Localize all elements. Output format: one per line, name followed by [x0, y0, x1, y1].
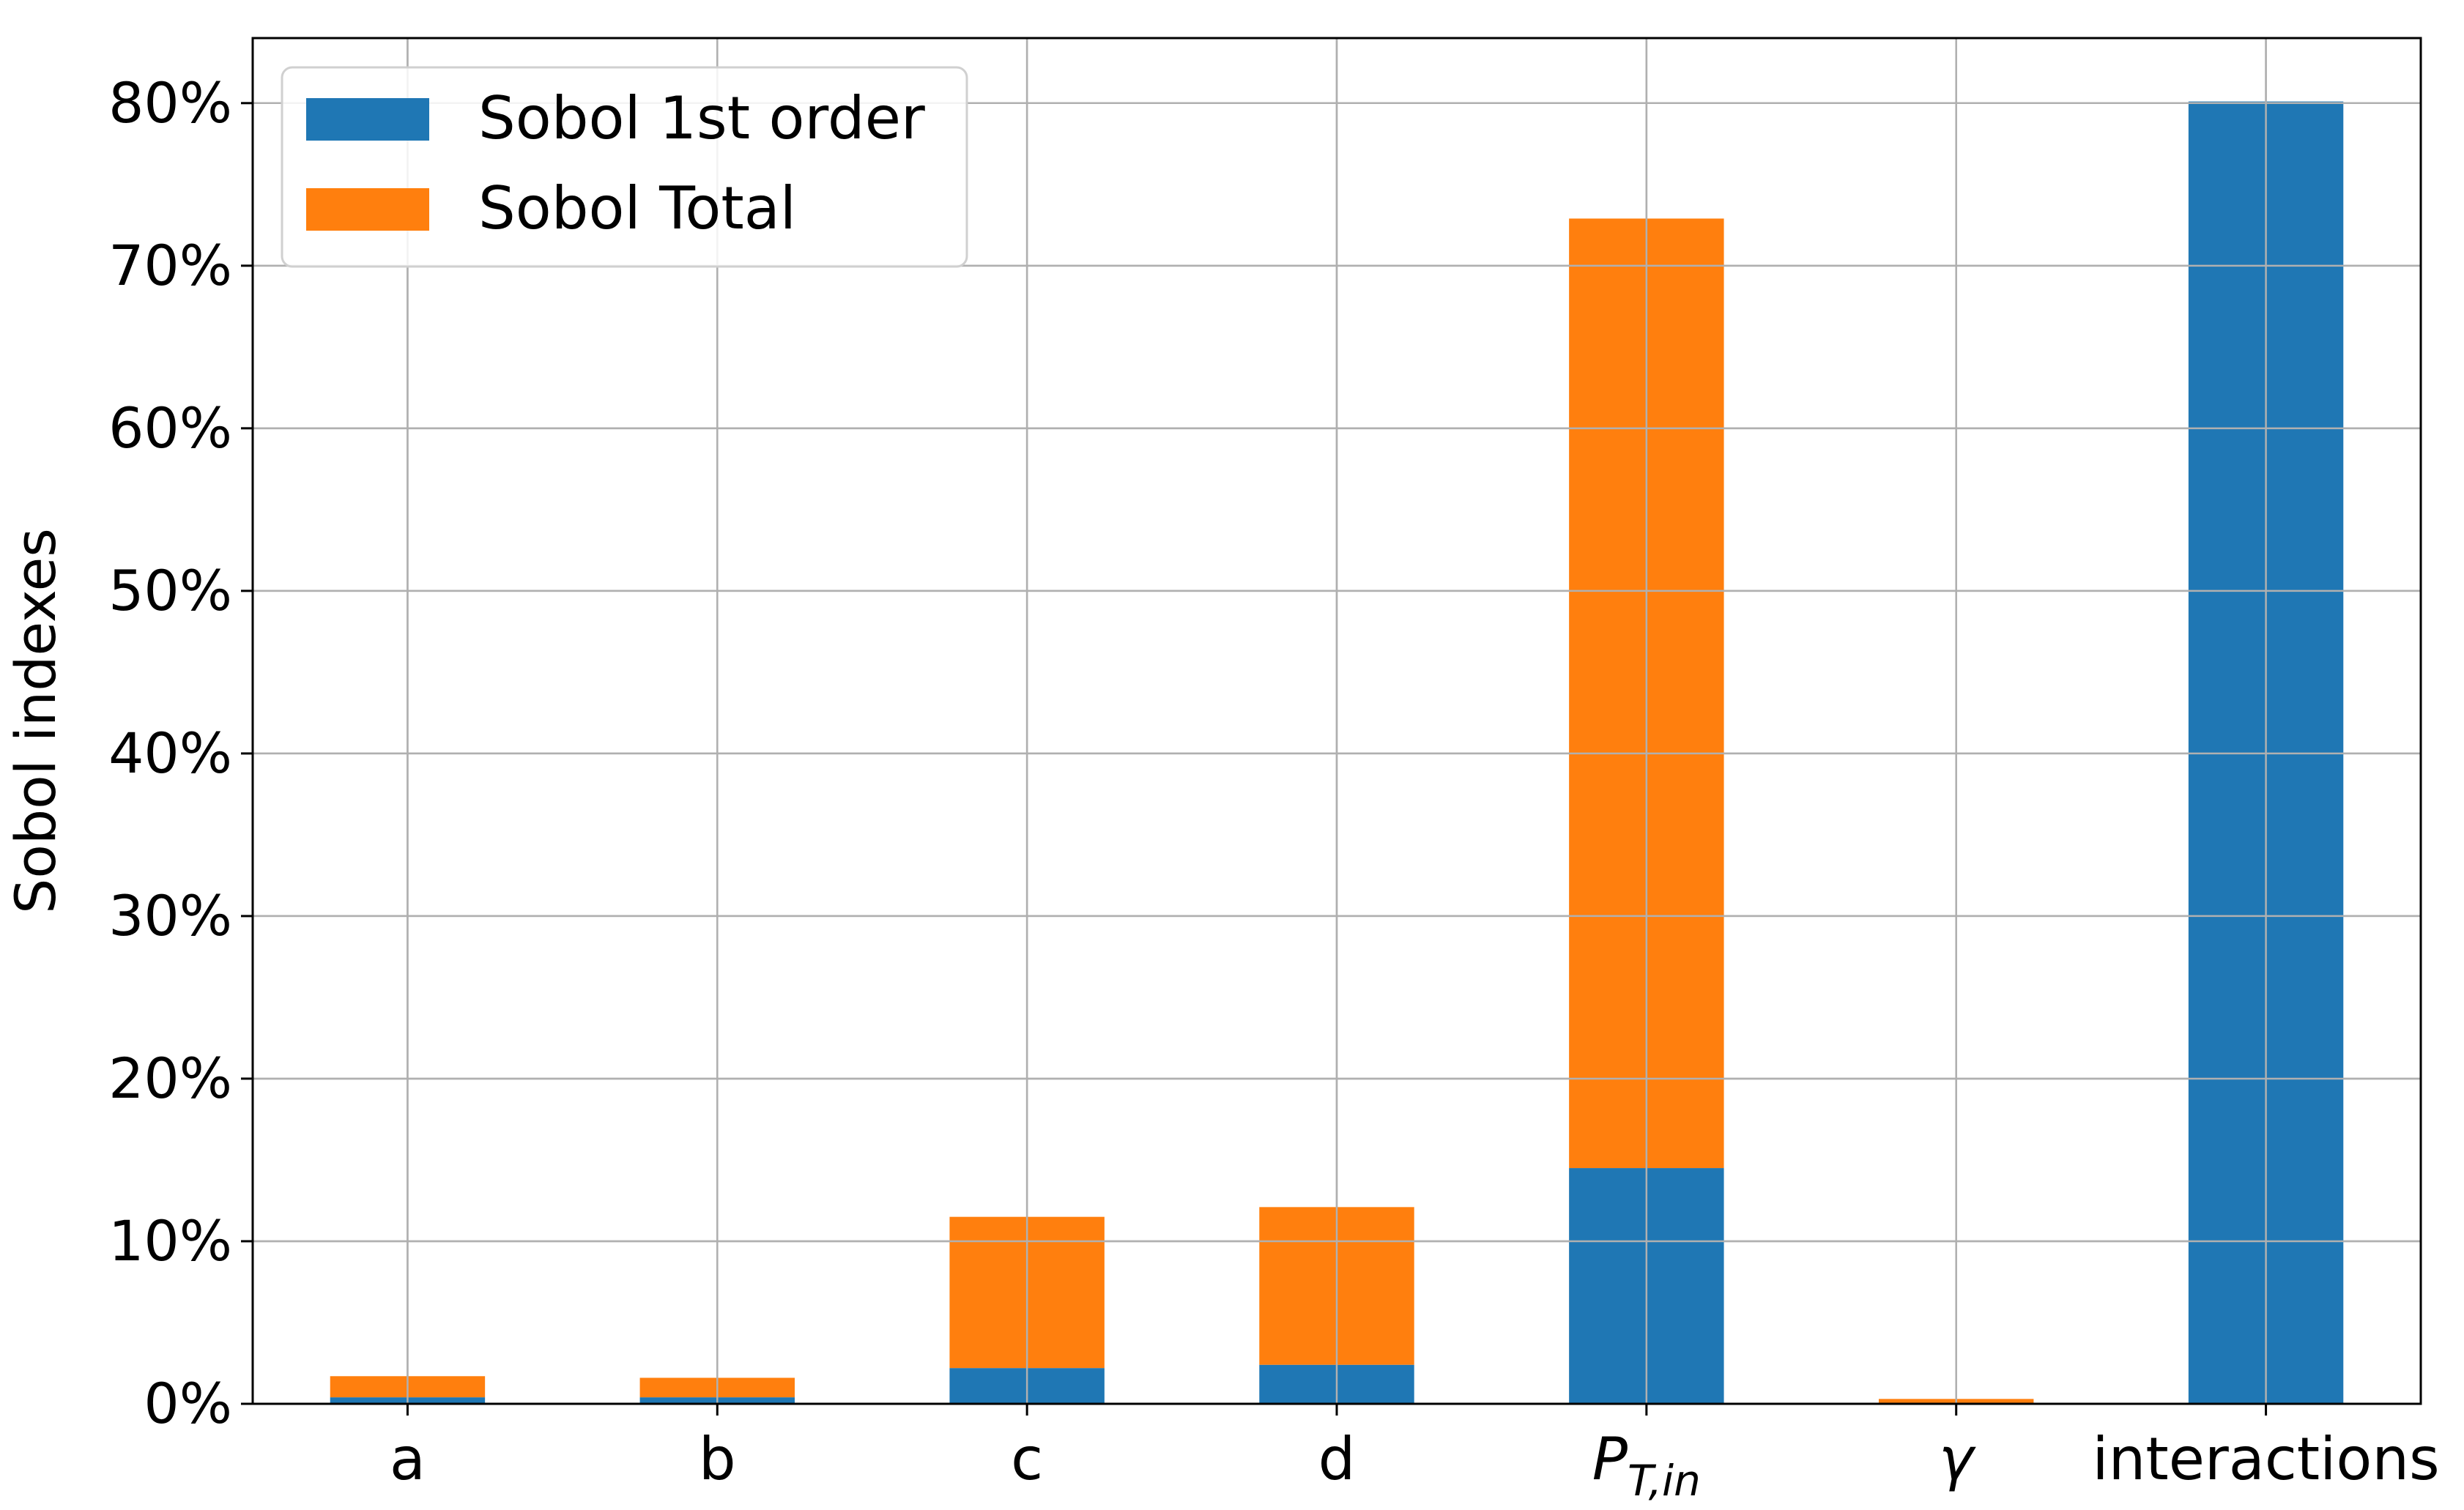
y-axis-label: Sobol indexes — [3, 528, 68, 914]
y-tick-label: 80% — [108, 70, 232, 135]
legend-box — [281, 66, 968, 268]
y-tick-label: 30% — [108, 883, 232, 948]
x-tick-label: d — [1318, 1425, 1356, 1493]
y-tick-label: 70% — [108, 233, 232, 298]
x-tick-label: b — [699, 1425, 736, 1493]
legend-swatch — [306, 188, 429, 231]
legend-label: Sobol Total — [478, 174, 796, 242]
legend-swatch — [306, 98, 429, 141]
y-tick-label: 60% — [108, 395, 232, 461]
x-tick-label: c — [1011, 1425, 1043, 1493]
x-axis-ticks: a b c d PT,in γ interactions — [390, 1404, 2440, 1506]
x-tick-label: PT,in — [1592, 1425, 1701, 1506]
y-tick-label: 40% — [108, 721, 232, 786]
x-tick-label: interactions — [2092, 1425, 2439, 1493]
y-axis-ticks: 0% 10% 20% 30% 40% 50% 60% 70% 80% — [108, 70, 253, 1436]
x-tick-label: γ — [1939, 1425, 1976, 1493]
x-tick-label: a — [390, 1425, 426, 1493]
legend: Sobol 1st order Sobol Total — [281, 66, 968, 268]
y-tick-label: 10% — [108, 1208, 232, 1273]
y-tick-label: 20% — [108, 1046, 232, 1111]
legend-label: Sobol 1st order — [478, 84, 925, 152]
y-tick-label: 50% — [108, 558, 232, 623]
bars-group — [253, 38, 2421, 1405]
y-tick-label: 0% — [144, 1371, 232, 1436]
